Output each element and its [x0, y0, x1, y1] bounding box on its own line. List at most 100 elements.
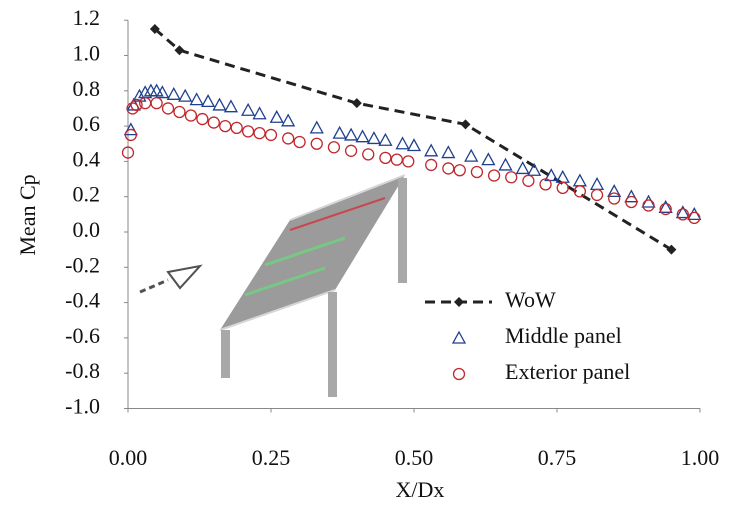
circle-marker: [327, 141, 341, 154]
x-tick-label: 0.75: [538, 445, 577, 470]
flow-arrow: [264, 236, 346, 267]
circle-marker: [453, 164, 466, 177]
circle-marker: [442, 162, 455, 175]
triangle-marker: [424, 143, 439, 157]
circle-marker: [196, 112, 209, 126]
triangle-marker: [607, 184, 622, 198]
triangle-marker: [441, 145, 456, 159]
circle-marker: [150, 97, 163, 110]
y-tick-label: 0.4: [73, 146, 101, 171]
legend-marker: [454, 297, 464, 307]
circle-marker: [362, 148, 375, 161]
triangle-marker: [252, 106, 267, 120]
legend-label: Middle panel: [505, 323, 622, 348]
x-axis-label: X/Dx: [396, 477, 445, 502]
diamond-marker: [149, 24, 160, 35]
diamond-marker: [351, 98, 362, 109]
legend-label: WoW: [505, 287, 556, 312]
circle-marker: [264, 128, 278, 142]
wind-arrow-head: [166, 264, 203, 290]
x-tick-label: 0.50: [395, 445, 434, 470]
panel-edge: [219, 289, 336, 331]
triangle-marker: [515, 161, 530, 175]
triangle-marker: [281, 113, 296, 127]
triangle-marker: [241, 102, 256, 116]
triangle-marker: [366, 131, 382, 145]
circle-marker: [470, 165, 484, 179]
triangle-marker: [406, 138, 422, 152]
circle-marker: [310, 137, 323, 150]
circle-marker: [219, 119, 232, 133]
y-tick-label: -0.4: [65, 288, 100, 313]
triangle-marker: [481, 152, 496, 166]
circle-marker: [379, 151, 392, 165]
circle-marker: [124, 128, 138, 142]
circle-marker: [688, 211, 701, 225]
wind-arrow: [139, 278, 169, 294]
triangle-marker: [589, 176, 605, 190]
circle-marker: [425, 158, 438, 172]
circle-marker: [293, 135, 306, 149]
circle-marker: [282, 132, 295, 145]
triangle-marker: [624, 189, 639, 203]
triangle-marker: [675, 205, 690, 219]
circle-marker: [126, 102, 139, 115]
triangle-marker: [189, 92, 204, 106]
y-tick-label: 1.0: [73, 41, 101, 66]
circle-marker: [241, 125, 255, 138]
circle-marker: [556, 181, 569, 195]
triangle-marker: [155, 85, 170, 99]
triangle-marker: [378, 132, 393, 146]
triangle-marker: [332, 125, 347, 139]
circle-marker: [573, 185, 587, 198]
triangle-marker: [166, 86, 181, 100]
circle-marker: [161, 102, 175, 115]
triangle-marker: [223, 99, 239, 113]
x-tick-label: 1.00: [681, 445, 720, 470]
triangle-marker: [572, 173, 587, 187]
diamond-marker: [666, 244, 677, 255]
y-tick-label: 1.2: [73, 5, 101, 30]
flow-arrow: [289, 197, 386, 231]
post: [328, 292, 337, 397]
circle-marker: [539, 178, 552, 191]
triangle-marker: [498, 157, 513, 171]
panel: [220, 175, 405, 330]
y-tick-label: 0.2: [73, 182, 101, 207]
x-tick-label: 0.00: [109, 445, 148, 470]
legend-marker: [452, 367, 466, 381]
post: [398, 178, 407, 283]
circle-marker: [344, 144, 358, 157]
legend-marker: [451, 330, 467, 344]
circle-marker: [173, 105, 186, 119]
triangle-marker: [123, 122, 138, 136]
inset-sketch: [139, 174, 407, 397]
y-tick-label: 0.6: [73, 111, 101, 136]
triangle-marker: [464, 148, 479, 162]
legend-label: Exterior panel: [505, 359, 630, 384]
post: [221, 330, 230, 378]
triangle-marker: [395, 136, 410, 150]
circle-marker: [253, 127, 266, 140]
y-tick-label: -1.0: [65, 394, 100, 419]
circle-marker: [676, 208, 689, 221]
diamond-marker: [460, 119, 471, 130]
circle-marker: [642, 199, 655, 212]
triangle-marker: [355, 129, 370, 143]
series-line: [153, 27, 673, 251]
y-tick-label: -0.6: [65, 323, 100, 348]
circle-marker: [130, 98, 143, 112]
y-tick-label: 0.0: [73, 217, 101, 242]
triangle-marker: [309, 120, 324, 134]
circle-marker: [522, 174, 535, 187]
circle-marker: [207, 116, 220, 129]
circle-marker: [184, 109, 198, 122]
y-axis-label: Mean Cp: [15, 174, 40, 255]
triangle-marker: [658, 199, 673, 213]
panel-edge: [289, 174, 406, 221]
triangle-marker: [527, 162, 542, 176]
circle-marker: [487, 169, 501, 182]
triangle-marker: [269, 109, 284, 123]
circle-marker: [121, 146, 135, 159]
